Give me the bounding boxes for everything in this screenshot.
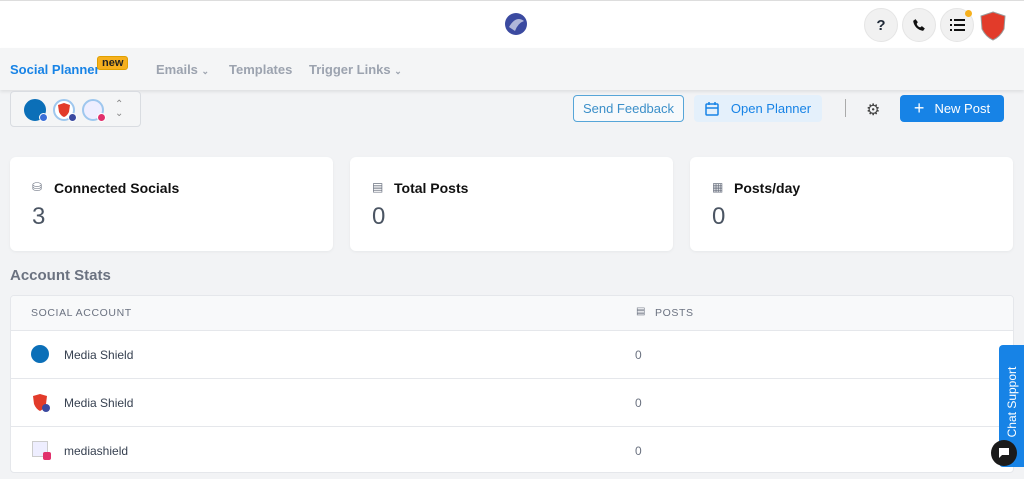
chat-icon [999, 448, 1009, 458]
instagram-icon [97, 113, 106, 122]
nav-tabs: Social Planner new Emails ⌄ Templates Tr… [0, 48, 1024, 90]
column-header-social-account: SOCIAL ACCOUNT [31, 307, 132, 319]
menu-list-button[interactable] [940, 8, 974, 42]
tab-label: Trigger Links [309, 62, 391, 77]
stat-value: 0 [372, 203, 386, 230]
table-row: Media Shield 0 [11, 379, 1013, 427]
stat-card-connected-socials: ⛁ Connected Socials 3 [10, 157, 333, 251]
tab-emails[interactable]: Emails ⌄ [156, 62, 209, 77]
stat-label: Total Posts [394, 180, 469, 196]
phone-icon [913, 19, 925, 31]
send-feedback-button[interactable]: Send Feedback [573, 95, 684, 122]
stat-label: Connected Socials [54, 180, 180, 196]
table-row: Media Shield 0 [11, 331, 1013, 379]
plus-icon: + [913, 98, 925, 118]
stat-card-posts-per-day: ▦ Posts/day 0 [690, 157, 1013, 251]
server-icon: ▤ [636, 306, 647, 317]
user-avatar[interactable] [980, 11, 1006, 41]
tab-social-planner[interactable]: Social Planner [10, 62, 100, 77]
stat-label: Posts/day [734, 180, 801, 196]
brand-logo [505, 13, 527, 35]
instagram-avatar [82, 99, 106, 122]
facebook-icon [68, 113, 77, 122]
open-planner-label: Open Planner [730, 101, 812, 116]
account-stats-title: Account Stats [10, 267, 111, 284]
stat-value: 0 [712, 203, 726, 230]
chat-support-label: Chat Support [1005, 366, 1019, 438]
table-header: SOCIAL ACCOUNT ▤ POSTS [11, 296, 1013, 331]
column-header-posts: POSTS [655, 307, 694, 319]
top-bar: ? [0, 0, 1024, 48]
divider [845, 99, 846, 117]
facebook-avatar [53, 99, 77, 122]
account-name: Media Shield [64, 396, 134, 410]
chevron-down-icon: ⌄ [394, 66, 402, 76]
layout-icon: ▦ [712, 180, 724, 194]
table-row: mediashield 0 [11, 427, 1013, 472]
new-post-button[interactable]: + New Post [900, 95, 1004, 122]
phone-button[interactable] [902, 8, 936, 42]
facebook-avatar [33, 394, 50, 412]
google-business-avatar [24, 99, 48, 122]
post-count: 0 [635, 444, 642, 458]
account-name: Media Shield [64, 348, 134, 362]
stat-value: 3 [32, 203, 46, 230]
database-icon: ⛁ [32, 180, 43, 194]
help-button[interactable]: ? [864, 8, 898, 42]
tab-templates[interactable]: Templates [229, 62, 293, 77]
post-count: 0 [635, 348, 642, 362]
google-business-avatar [31, 345, 49, 363]
notification-dot [965, 10, 972, 17]
new-post-label: New Post [934, 101, 991, 116]
settings-gear-icon[interactable]: ⚙ [866, 102, 881, 119]
google-business-icon [39, 113, 48, 122]
chevron-down-icon: ⌄ [201, 66, 210, 76]
instagram-avatar [32, 441, 51, 460]
stat-card-total-posts: ▤ Total Posts 0 [350, 157, 673, 251]
account-stats-table: SOCIAL ACCOUNT ▤ POSTS Media Shield 0 Me… [10, 295, 1014, 473]
calendar-icon [705, 101, 719, 116]
tab-label: Emails [156, 62, 198, 77]
server-icon: ▤ [372, 180, 384, 194]
new-badge: new [97, 56, 129, 70]
list-icon [949, 19, 965, 31]
account-selector[interactable]: ⌃ ⌄ [10, 91, 141, 127]
open-planner-button[interactable]: Open Planner [694, 95, 822, 122]
post-count: 0 [635, 396, 642, 410]
chat-bubble-button[interactable] [991, 440, 1017, 466]
chevron-updown-icon: ⌃ ⌄ [115, 99, 124, 119]
tab-trigger-links[interactable]: Trigger Links ⌄ [309, 62, 402, 77]
account-name: mediashield [64, 444, 129, 458]
